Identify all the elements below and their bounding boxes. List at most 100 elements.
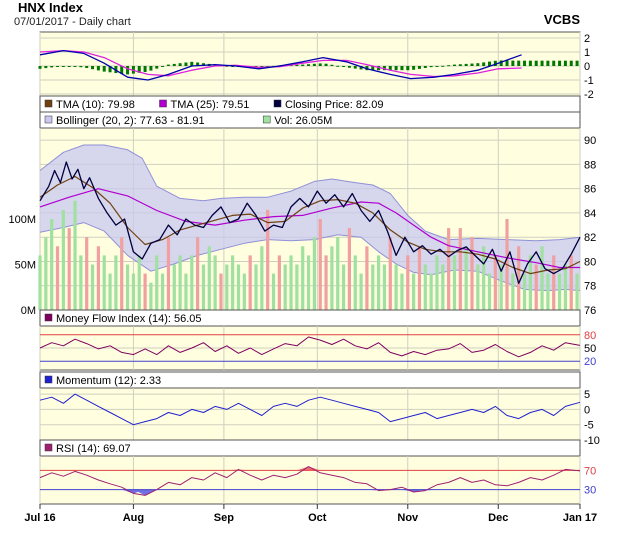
rsi-panel: [39, 455, 581, 505]
x-tick-label-6: Jan 17: [563, 512, 597, 524]
volume-bar-70: [447, 228, 451, 310]
price-legend-row2-legend-swatch-0: [44, 115, 53, 124]
macd-divergence-bar-16: [85, 66, 89, 68]
mfi-line: [39, 336, 581, 358]
volume-bar-64: [412, 273, 416, 310]
volume-bar-66: [423, 264, 427, 310]
macd-divergence-bar-146: [464, 63, 468, 66]
macd-divergence-bar-52: [190, 61, 194, 66]
mfi-legend-text-0: Money Flow Index (14): 56.05: [56, 313, 202, 325]
x-tick-label-4: Nov: [397, 512, 419, 524]
volume-bar-36: [248, 255, 252, 310]
macd-ytick-label-3: -1: [584, 75, 594, 87]
volume-bar-79: [499, 264, 503, 310]
macd-divergence-bar-156: [493, 60, 497, 66]
momentum-ytick-label-3: -10: [584, 435, 600, 447]
macd-divergence-bar-30: [126, 66, 130, 75]
momentum-panel: [39, 387, 581, 441]
macd-divergence-bar-130: [417, 66, 421, 69]
macd-divergence-bar-98: [324, 63, 328, 66]
momentum-line: [39, 393, 581, 426]
volume-bar-53: [347, 228, 352, 310]
macd-divergence-bar-24: [108, 66, 112, 73]
macd-divergence-bar-164: [517, 60, 521, 66]
price-legend-row1-legend-text-0: TMA (10): 79.98: [56, 99, 135, 111]
macd-divergence-bar-110: [359, 66, 363, 70]
volume-bar-78: [493, 255, 497, 310]
volume-bar-21: [160, 273, 165, 310]
macd-divergence-bar-108: [353, 66, 357, 69]
macd-ytick-label-2: 0: [584, 61, 590, 73]
volume-bar-46: [306, 255, 311, 310]
price-legend-row1-legend-text-2: Closing Price: 82.09: [285, 99, 383, 111]
volume-bar-34: [236, 264, 241, 310]
volume-bar-89: [557, 273, 562, 310]
mfi-ytick-label-0: 80: [584, 330, 596, 342]
macd-divergence-bar-152: [482, 62, 486, 66]
volume-bar-65: [417, 246, 422, 310]
macd-divergence-bar-132: [423, 66, 427, 69]
volume-bar-29: [207, 246, 211, 310]
volume-ytick-label-1: 50M: [15, 260, 36, 272]
macd-divergence-bar-88: [295, 64, 299, 66]
x-tick-label-3: Oct: [308, 512, 327, 524]
macd-ytick-label-4: -2: [584, 89, 594, 101]
macd-divergence-bar-66: [231, 66, 235, 67]
volume-bar-71: [452, 255, 457, 310]
mfi-legend-swatch-0: [44, 313, 53, 322]
macd-divergence-bar-10: [67, 66, 71, 67]
volume-bar-7: [79, 255, 83, 310]
macd-ytick-label-1: 1: [584, 47, 590, 59]
macd-divergence-bar-0: [38, 66, 42, 69]
momentum-ytick-label-1: 0: [584, 404, 590, 416]
volume-bar-31: [219, 273, 223, 310]
macd-divergence-bar-106: [347, 66, 351, 68]
macd-divergence-bar-162: [511, 60, 515, 66]
macd-ytick-label-0: 2: [584, 33, 590, 45]
volume-bar-67: [429, 273, 433, 310]
macd-divergence-bar-6: [56, 66, 60, 67]
price-legend-row2-legend-text-0: Bollinger (20, 2): 77.63 - 81.91: [56, 115, 205, 127]
volume-bar-59: [382, 264, 387, 310]
volume-bar-39: [266, 209, 270, 310]
bollinger-lower-line: [39, 222, 581, 292]
macd-divergence-bar-118: [382, 66, 386, 71]
price-ytick-label-0: 90: [584, 135, 596, 147]
macd-divergence-bar-8: [61, 66, 65, 67]
close-price-line: [39, 161, 581, 284]
volume-bar-83: [522, 273, 527, 310]
macd-divergence-bar-184: [575, 60, 579, 66]
macd-divergence-bar-100: [330, 64, 334, 66]
volume-bar-63: [406, 255, 410, 310]
macd-divergence-bar-46: [172, 63, 176, 66]
macd-divergence-bar-2: [44, 66, 48, 69]
macd-divergence-bar-114: [371, 66, 375, 71]
volume-bar-81: [511, 273, 515, 310]
volume-ytick-label-0: 100M: [8, 214, 36, 226]
volume-bar-9: [90, 264, 95, 310]
macd-divergence-bar-138: [441, 65, 445, 67]
macd-divergence-bar-154: [488, 61, 492, 66]
price-legend-row2-legend-text-1: Vol: 26.05M: [274, 115, 332, 127]
macd-divergence-bar-36: [143, 66, 147, 72]
macd-divergence-bar-126: [406, 66, 410, 71]
price-ytick-label-3: 84: [584, 208, 596, 220]
volume-bar-61: [394, 264, 398, 310]
volume-bar-18: [143, 273, 147, 310]
volume-bar-16: [131, 273, 136, 310]
volume-bar-30: [213, 255, 217, 310]
momentum-ytick-label-0: 5: [584, 389, 590, 401]
macd-divergence-bar-174: [546, 60, 550, 66]
x-tick-label-0: Jul 16: [24, 512, 55, 524]
volume-bar-50: [330, 246, 334, 310]
volume-bar-8: [85, 237, 89, 310]
price-ytick-label-4: 82: [584, 232, 596, 244]
macd-divergence-bar-176: [552, 60, 556, 66]
rsi-oversold-fill-32: [401, 489, 426, 492]
macd-divergence-bar-90: [301, 64, 305, 66]
volume-bar-27: [196, 237, 200, 310]
volume-bar-72: [458, 228, 462, 310]
momentum-legend-text-0: Momentum (12): 2.33: [56, 375, 161, 387]
